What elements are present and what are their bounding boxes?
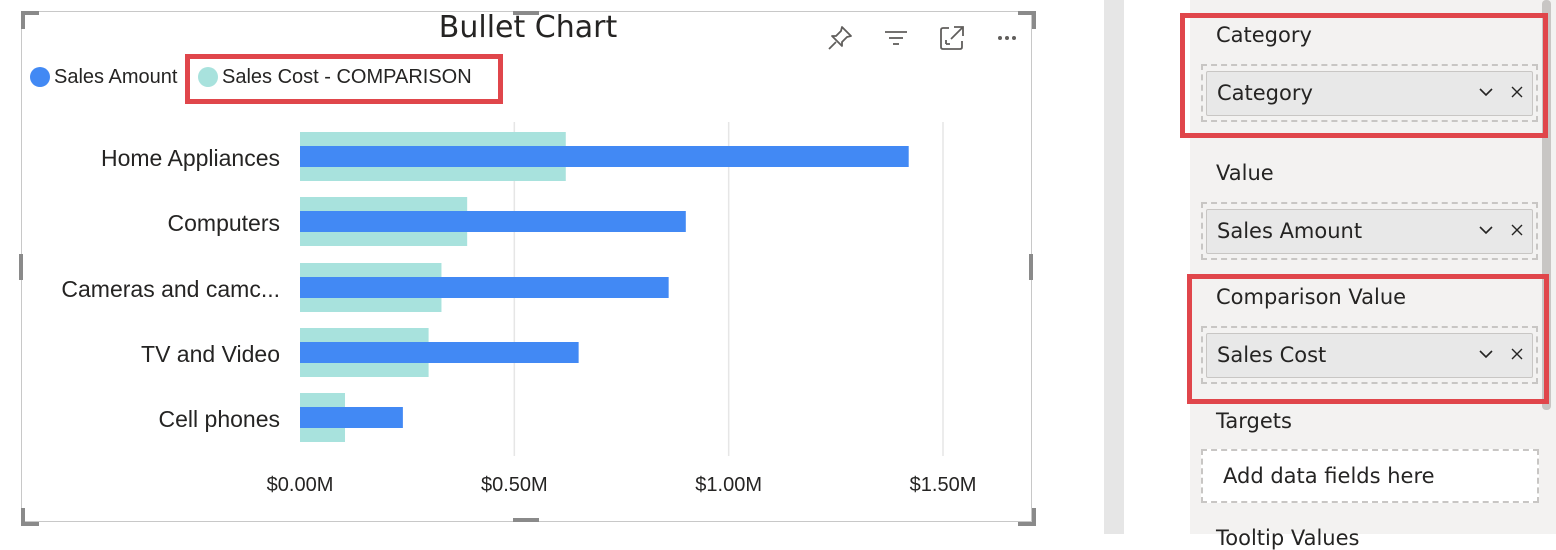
targets-drop-zone[interactable]: Add data fields here <box>1201 449 1539 503</box>
highlight-box-category <box>1180 13 1548 138</box>
focus-mode-icon[interactable] <box>938 24 966 52</box>
chevron-down-icon[interactable] <box>1477 84 1495 100</box>
resize-handle-left[interactable] <box>19 254 23 280</box>
sales-amount-bar <box>300 407 403 428</box>
legend-label: Sales Amount <box>54 65 178 88</box>
comparison-section-title: Comparison Value <box>1216 285 1407 309</box>
pane-scrollbar-thumb[interactable] <box>1542 0 1551 410</box>
x-tick-label: $1.50M <box>910 474 977 496</box>
category-label: Computers <box>168 210 280 236</box>
legend-dot-sales-cost <box>198 67 218 87</box>
category-label: Home Appliances <box>101 145 280 171</box>
add-fields-placeholder: Add data fields here <box>1223 464 1435 488</box>
comparison-field-pill[interactable]: Sales Cost <box>1206 333 1533 378</box>
more-options-icon[interactable] <box>994 24 1022 52</box>
category-label: TV and Video <box>141 341 280 367</box>
tooltip-section-title-partial: Tooltip Values <box>1216 526 1360 550</box>
highlight-box-legend <box>185 54 503 104</box>
sales-amount-bar <box>300 277 669 298</box>
close-icon[interactable] <box>1509 346 1525 362</box>
bar-chart-plot: $0.00M $0.50M $1.00M $1.50M Home Appliances C… <box>61 122 977 496</box>
pane-divider[interactable] <box>1104 0 1124 534</box>
field-pill-label: Sales Amount <box>1217 219 1363 243</box>
category-field-pill[interactable]: Category <box>1206 71 1533 116</box>
legend-label: Sales Cost - COMPARISON <box>222 65 472 88</box>
field-pill-label: Category <box>1217 81 1313 105</box>
pin-icon[interactable] <box>826 24 854 52</box>
value-section-title: Value <box>1216 161 1274 185</box>
resize-handle-right[interactable] <box>1029 254 1033 280</box>
chevron-down-icon[interactable] <box>1477 222 1495 238</box>
resize-corner-bottom-right[interactable] <box>1018 508 1036 526</box>
targets-section-title: Targets <box>1216 409 1292 433</box>
sales-amount-bar <box>300 342 579 363</box>
sales-amount-bar <box>300 211 686 232</box>
field-pill-label: Sales Cost <box>1217 343 1327 367</box>
category-label: Cameras and camc... <box>61 276 280 302</box>
resize-handle-bottom[interactable] <box>513 518 539 522</box>
legend-dot-sales-amount <box>30 67 50 87</box>
close-icon[interactable] <box>1509 222 1525 238</box>
highlight-box-comparison <box>1187 274 1549 404</box>
resize-handle-top[interactable] <box>513 11 539 15</box>
sales-amount-bar <box>300 146 909 167</box>
resize-corner-top-left[interactable] <box>21 11 39 29</box>
x-tick-label: $0.00M <box>267 474 334 496</box>
x-tick-label: $1.00M <box>695 474 762 496</box>
legend-item-sales-cost[interactable]: Sales Cost - COMPARISON <box>198 64 472 90</box>
resize-corner-top-right[interactable] <box>1018 11 1036 29</box>
filter-icon[interactable] <box>882 24 910 52</box>
x-tick-label: $0.50M <box>481 474 548 496</box>
category-section-title: Category <box>1216 23 1312 47</box>
chart-title: Bullet Chart <box>438 10 618 45</box>
category-label: Cell phones <box>159 406 280 432</box>
legend-item-sales-amount[interactable]: Sales Amount <box>30 64 177 90</box>
value-field-pill[interactable]: Sales Amount <box>1206 209 1533 254</box>
chevron-down-icon[interactable] <box>1477 346 1495 362</box>
close-icon[interactable] <box>1509 84 1525 100</box>
resize-corner-bottom-left[interactable] <box>21 508 39 526</box>
